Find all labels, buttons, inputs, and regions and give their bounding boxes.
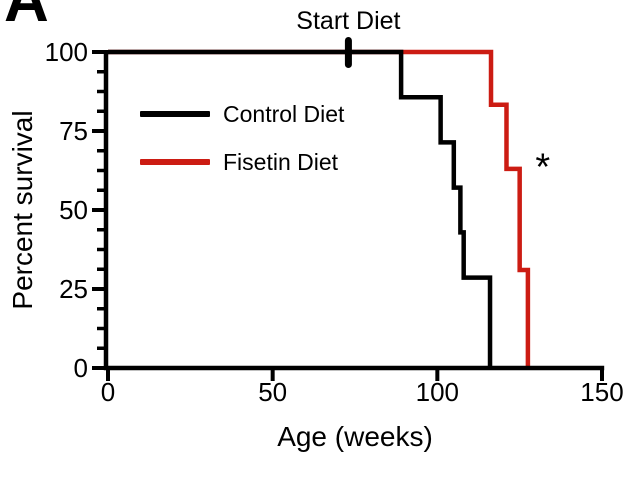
y-tick-label: 75 — [59, 116, 88, 146]
x-tick-label: 0 — [101, 377, 115, 407]
x-tick-label: 150 — [580, 377, 623, 407]
start-diet-label: Start Diet — [296, 7, 400, 35]
x-tick-label: 50 — [258, 377, 287, 407]
y-tick-label: 0 — [74, 353, 88, 383]
panel-label: A — [4, 0, 49, 35]
y-tick-label: 25 — [59, 274, 88, 304]
axes — [103, 50, 605, 371]
significance-asterisk: * — [535, 147, 550, 189]
y-tick-label: 50 — [59, 195, 88, 225]
legend-item-control: Control Diet — [140, 100, 345, 127]
x-tick-label: 100 — [416, 377, 459, 407]
x-axis-title: Age (weeks) — [277, 421, 433, 452]
control-diet-curve — [108, 49, 493, 368]
start-diet-marker — [344, 37, 352, 68]
y-axis-ticks: 0 25 50 75 100 — [45, 37, 104, 383]
fisetin-line-swatch — [140, 159, 210, 165]
legend-label-control: Control Diet — [223, 100, 345, 127]
control-line-swatch — [140, 111, 210, 117]
y-axis-title: Percent survival — [7, 110, 38, 309]
legend-label-fisetin: Fisetin Diet — [223, 148, 339, 175]
legend-item-fisetin: Fisetin Diet — [140, 148, 339, 175]
x-axis-ticks: 0 50 100 150 — [101, 368, 624, 407]
survival-curves — [108, 49, 531, 368]
fisetin-diet-curve — [108, 49, 531, 368]
y-tick-label: 100 — [45, 37, 88, 67]
